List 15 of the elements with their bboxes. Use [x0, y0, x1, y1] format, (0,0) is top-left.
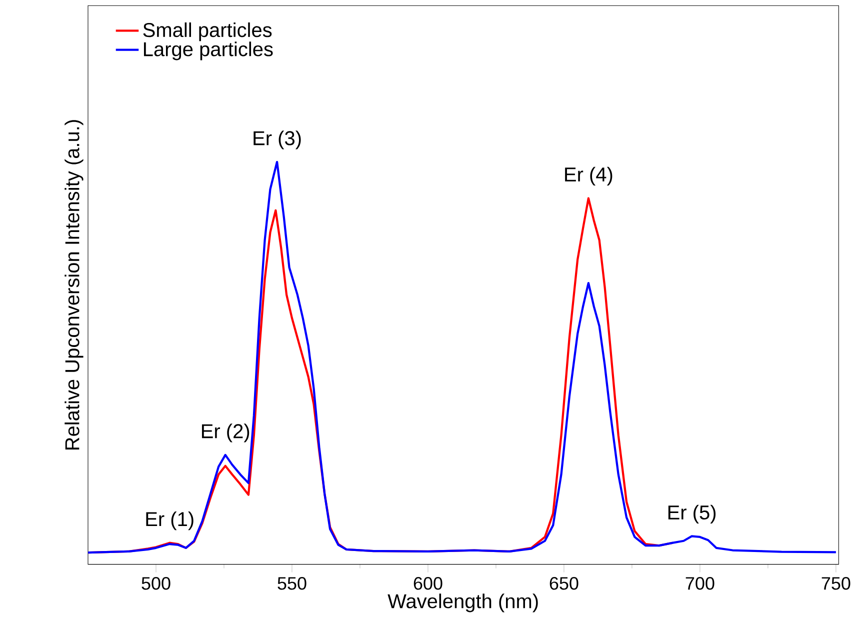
annotation: Er (2) — [202, 424, 250, 442]
x-axis-title: Wavelength (nm) — [388, 594, 538, 612]
x-tick-label: 750 — [822, 577, 850, 590]
y-axis-title: Relative Upconversion Intensity (a.u.) — [64, 120, 84, 450]
annotation: Er (3) — [254, 130, 301, 150]
annotation: Er (1) — [146, 511, 194, 530]
x-tick-label: 600 — [414, 577, 442, 590]
x-tick-label: 650 — [550, 577, 578, 590]
legend-label: Large particles — [144, 42, 273, 60]
x-tick-label: 550 — [278, 577, 306, 590]
annotation: Er (5) — [668, 504, 716, 524]
x-tick-label: 700 — [686, 577, 714, 590]
x-tick-label: 500 — [142, 577, 170, 590]
legend-label: Small particles — [143, 22, 272, 42]
annotation: Er (4) — [565, 166, 612, 186]
